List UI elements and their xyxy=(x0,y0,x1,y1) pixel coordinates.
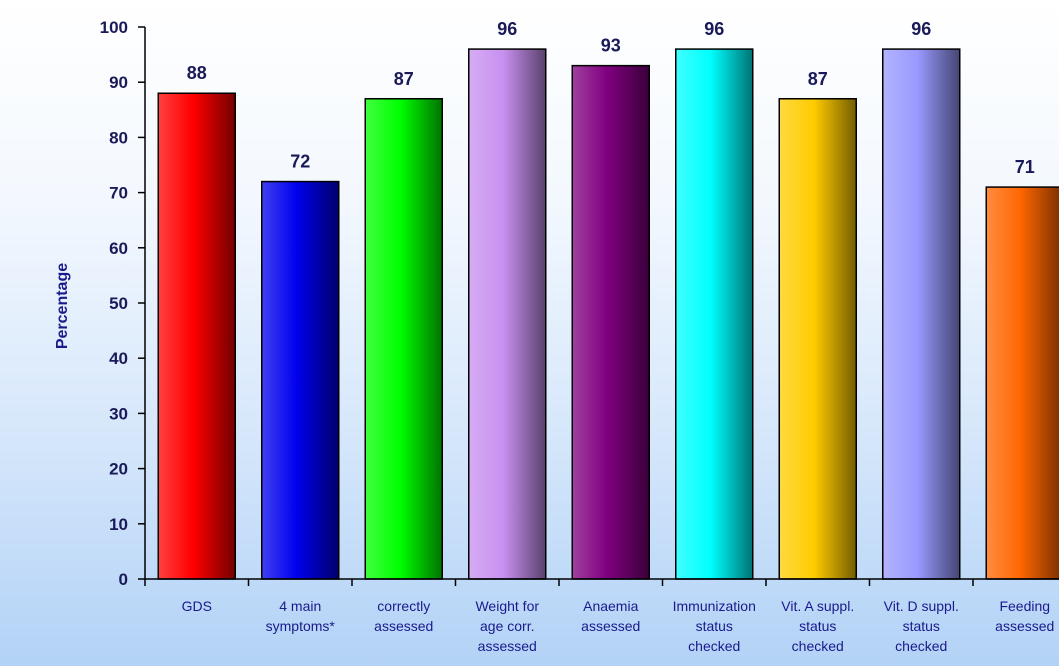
bar xyxy=(571,64,650,580)
y-tick-label: 70 xyxy=(109,184,128,203)
bar xyxy=(985,186,1059,580)
data-label: 96 xyxy=(704,19,724,39)
bar xyxy=(882,48,961,580)
x-tick-label: Vit. A suppl. status checked xyxy=(781,598,854,654)
bar xyxy=(675,48,754,580)
x-tick-label: Vit. D suppl. status checked xyxy=(884,598,959,654)
data-label: 96 xyxy=(497,19,517,39)
bar xyxy=(778,98,857,580)
data-label: 87 xyxy=(394,69,414,89)
x-tick-label: 4 main symptoms* xyxy=(266,598,336,634)
y-tick-label: 10 xyxy=(109,515,128,534)
data-label: 88 xyxy=(187,63,207,83)
data-label: 96 xyxy=(911,19,931,39)
x-tick-label: GDS xyxy=(182,598,212,614)
bar xyxy=(364,98,443,580)
x-tick-label: Anaemia assessed xyxy=(581,598,640,634)
x-axis xyxy=(144,578,1059,586)
y-axis: 0 10 20 30 40 50 60 70 80 90 100 xyxy=(100,18,146,589)
y-tick-label: 80 xyxy=(109,128,128,147)
y-tick-label: 20 xyxy=(109,460,128,479)
x-tick-label: Immunization status checked xyxy=(673,598,756,654)
y-axis-title: Percentage xyxy=(54,263,71,349)
y-tick-label: 90 xyxy=(109,73,128,92)
x-tick-label: Feeding assessed xyxy=(995,598,1054,634)
x-tick-label: Weight for age corr. assessed xyxy=(475,598,539,654)
y-tick-label: 100 xyxy=(100,18,128,37)
value-labels: 88 72 87 96 93 96 87 96 71 xyxy=(187,19,1035,177)
y-tick-label: 50 xyxy=(109,294,128,313)
category-labels: GDS 4 main symptoms* correctly assessed Weigh… xyxy=(182,598,1055,654)
data-label: 71 xyxy=(1015,157,1035,177)
y-tick-label: 0 xyxy=(119,570,128,589)
data-label: 93 xyxy=(601,36,621,56)
y-tick-label: 30 xyxy=(109,404,128,423)
y-tick-label: 40 xyxy=(109,349,128,368)
data-label: 72 xyxy=(290,152,310,172)
data-label: 87 xyxy=(808,69,828,89)
bar xyxy=(157,92,236,580)
y-tick-label: 60 xyxy=(109,239,128,258)
bars xyxy=(157,48,1059,580)
bar xyxy=(261,180,340,580)
x-tick-label: correctly assessed xyxy=(374,598,433,634)
bar xyxy=(468,48,547,580)
